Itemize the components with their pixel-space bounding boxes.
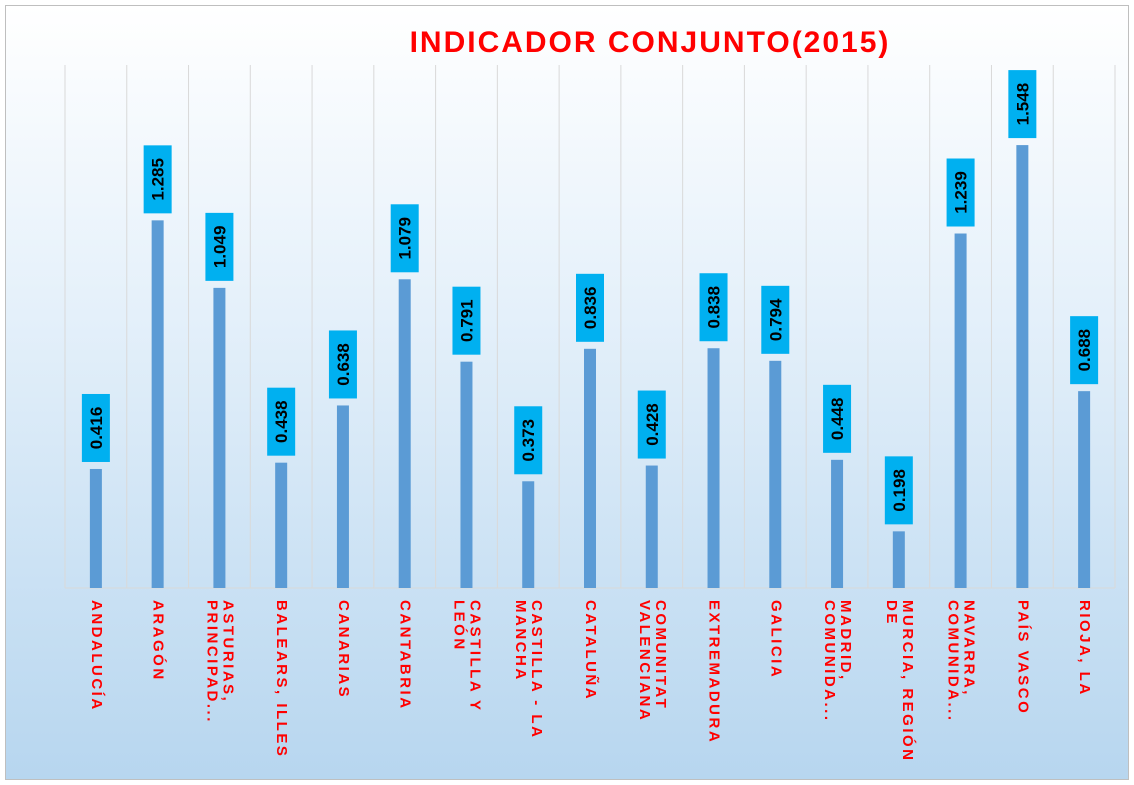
- value-label-box: [205, 212, 234, 281]
- x-tick-label: CANTABRIA: [396, 600, 414, 711]
- bar: [831, 459, 844, 588]
- value-label-group: 0.438: [272, 400, 291, 443]
- value-label-box: [823, 384, 852, 453]
- value-label: 0.438: [272, 400, 291, 443]
- bar: [707, 348, 720, 588]
- x-tick-label: MURCIA, REGIÓN DE: [882, 600, 916, 763]
- value-label-box: [328, 330, 357, 399]
- value-label-group: 0.836: [581, 287, 600, 330]
- bar: [1016, 145, 1029, 588]
- x-tick-label: MADRID, COMUNIDA...: [821, 600, 855, 723]
- value-label-group: 0.638: [334, 343, 353, 386]
- value-label-box: [576, 273, 604, 342]
- x-tick-label: CASTILLA Y LEÓN: [450, 600, 484, 713]
- value-label-box: [143, 145, 172, 214]
- value-label-box: [514, 406, 543, 475]
- value-label: 0.791: [457, 299, 476, 342]
- value-label-box: [452, 286, 481, 355]
- bar: [89, 468, 102, 588]
- x-tick-label: CATALUÑA: [582, 600, 599, 702]
- bar: [151, 220, 164, 588]
- bar: [522, 481, 535, 588]
- value-label-box: [761, 285, 790, 354]
- value-label-box: [699, 273, 728, 342]
- value-label: 1.049: [210, 226, 229, 269]
- value-label-group: 0.838: [705, 286, 724, 329]
- value-label: 0.373: [519, 419, 538, 462]
- value-label: 1.079: [396, 217, 415, 260]
- chart-area: [5, 5, 1129, 780]
- value-label-group: 0.688: [1075, 329, 1094, 372]
- value-label-group: 0.416: [87, 407, 106, 450]
- value-label-group: 0.373: [519, 419, 538, 462]
- value-label: 0.794: [766, 298, 785, 341]
- value-label-group: 0.428: [643, 403, 662, 446]
- value-label: 0.638: [334, 343, 353, 386]
- value-label: 0.198: [890, 469, 909, 512]
- x-tick-label: EXTREMADURA: [705, 600, 723, 745]
- bar: [398, 279, 411, 588]
- x-tick-label: COMUNITAT VALENCIANA: [635, 600, 669, 723]
- bar: [584, 348, 596, 588]
- value-label: 0.448: [828, 398, 847, 441]
- x-tick-label: ASTURIAS, PRINCIPAD...: [203, 600, 237, 724]
- value-label-box: [946, 158, 975, 227]
- bar: [460, 361, 473, 588]
- value-label-group: 1.548: [1013, 83, 1032, 126]
- x-tick-label: GALICIA: [767, 600, 785, 680]
- value-label-group: 0.791: [457, 299, 476, 342]
- x-tick-label: ARAGÓN: [149, 600, 167, 682]
- bar: [275, 462, 288, 588]
- value-label-box: [1008, 70, 1037, 139]
- x-tick-label: ANDALUCÍA: [87, 600, 105, 712]
- value-label-box: [637, 390, 666, 459]
- value-label: 1.548: [1013, 83, 1032, 126]
- value-label-box: [267, 387, 296, 456]
- bar: [1078, 391, 1091, 588]
- bar: [954, 233, 967, 588]
- value-label: 0.688: [1075, 329, 1094, 372]
- x-tick-label: RIOJA, LA: [1076, 600, 1094, 697]
- value-label: 0.836: [581, 287, 600, 330]
- value-label-box: [1070, 316, 1099, 385]
- value-label-group: 1.239: [952, 171, 971, 214]
- value-label-box: [884, 456, 913, 525]
- x-tick-label: PAÍS VASCO: [1014, 600, 1032, 716]
- bar: [645, 465, 658, 588]
- x-tick-label: CANARIAS: [334, 600, 352, 700]
- bar: [213, 287, 226, 588]
- value-label: 1.239: [952, 171, 971, 214]
- x-tick-label: CASTILLA - LA MANCHA: [512, 600, 546, 739]
- value-label-group: 0.448: [828, 398, 847, 441]
- value-label-group: 0.198: [890, 469, 909, 512]
- value-label: 0.428: [643, 403, 662, 446]
- chart-title: INDICADOR CONJUNTO(2015): [410, 26, 891, 59]
- value-label-box: [81, 393, 110, 462]
- value-label: 1.285: [149, 158, 168, 201]
- bar: [892, 531, 905, 588]
- bar: [336, 405, 349, 588]
- value-label-box: [390, 204, 419, 273]
- x-tick-label: BALEARS, ILLES: [273, 600, 291, 759]
- value-label-group: 0.794: [766, 298, 785, 341]
- x-tick-label: NAVARRA, COMUNIDA...: [944, 600, 978, 723]
- bar: [769, 360, 782, 588]
- value-label-group: 1.079: [396, 217, 415, 260]
- value-label: 0.838: [705, 286, 724, 329]
- value-label: 0.416: [87, 407, 106, 450]
- value-label-group: 1.285: [149, 158, 168, 201]
- value-label-group: 1.049: [210, 226, 229, 269]
